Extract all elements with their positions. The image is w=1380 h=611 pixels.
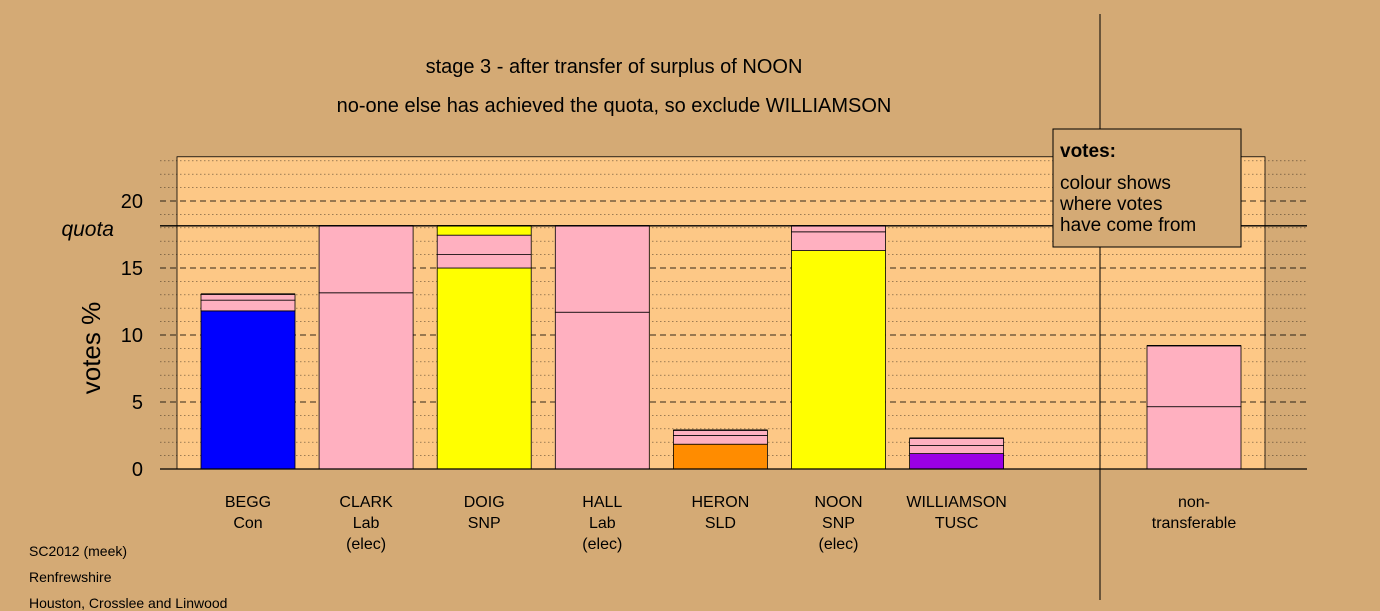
y-tick-label: 5 (132, 392, 143, 414)
chart-title: stage 3 - after transfer of surplus of N… (426, 56, 803, 78)
bar-williamson (909, 437, 1004, 470)
y-axis-label: votes % (76, 302, 106, 395)
x-tick-label: BEGG (225, 494, 271, 511)
bar-williamson-segment (909, 445, 1004, 454)
bar-heron (673, 429, 768, 470)
legend-line-1: colour shows (1060, 173, 1171, 194)
bar-noon-segment (791, 225, 886, 233)
bar-clark-segment (318, 292, 414, 470)
footer-line-3: Houston, Crosslee and Linwood (29, 595, 228, 611)
x-axis-labels: BEGG Con CLARK Lab (elec) DOIG SNP HALL Lab (elec… (225, 494, 1236, 553)
x-tick-label: HERON (692, 494, 750, 511)
bar-nontransferable-segment (1146, 345, 1242, 408)
bar-nontransferable (1146, 345, 1242, 470)
x-tick-label: TUSC (935, 515, 979, 532)
bar-begg-segment (200, 299, 296, 312)
footer-line-1: SC2012 (meek) (29, 543, 128, 559)
bar-noon (791, 225, 886, 470)
bar-hall-segment (554, 225, 650, 313)
legend-line-2: where votes (1059, 194, 1162, 215)
bar-clark-segment (318, 225, 414, 294)
legend-title: votes: (1060, 141, 1116, 162)
x-tick-label: WILLIAMSON (906, 494, 1006, 511)
legend-line-3: have come from (1060, 215, 1196, 236)
x-tick-label: SNP (468, 515, 501, 532)
x-tick-label: HALL (582, 494, 622, 511)
x-tick-label: transferable (1152, 515, 1237, 532)
x-tick-label: non- (1178, 494, 1210, 511)
x-tick-label: Lab (353, 515, 380, 532)
legend-box (1052, 128, 1242, 248)
x-tick-label: SNP (822, 515, 855, 532)
bars (200, 225, 1242, 470)
y-tick-label: 10 (121, 325, 143, 347)
y-tick-label: 15 (121, 258, 143, 280)
bar-begg-segment (200, 310, 296, 470)
x-tick-label: Lab (589, 515, 616, 532)
bar-doig-segment (436, 254, 532, 269)
chart-subtitle: no-one else has achieved the quota, so e… (337, 95, 892, 117)
y-tick-label: 20 (121, 191, 143, 213)
bar-noon-segment (791, 250, 886, 470)
bar-heron-segment (673, 435, 768, 445)
legend: votes: colour shows where votes have com… (1052, 128, 1242, 248)
axes: 0 5 10 15 20 (121, 14, 1307, 600)
x-tick-label: CLARK (339, 494, 393, 511)
x-tick-label: SLD (705, 515, 736, 532)
bar-begg-segment (200, 293, 296, 301)
bar-hall (554, 225, 650, 470)
quota-label: quota (61, 218, 114, 241)
bar-noon-segment (791, 231, 886, 251)
bar-williamson-segment (909, 437, 1004, 446)
bar-heron-segment (673, 443, 768, 470)
footer-line-2: Renfrewshire (29, 569, 112, 585)
bar-clark (318, 225, 414, 470)
bar-begg (200, 293, 296, 470)
bar-nontransferable-segment (1146, 406, 1242, 470)
x-tick-label: (elec) (346, 536, 386, 553)
bar-williamson-segment (909, 453, 1004, 470)
x-tick-label: NOON (815, 494, 863, 511)
bar-doig-segment (436, 225, 532, 236)
bar-doig-segment (436, 234, 532, 255)
x-tick-label: (elec) (582, 536, 622, 553)
bar-heron-segment (673, 429, 768, 436)
y-tick-label: 0 (132, 459, 143, 481)
x-tick-label: Con (233, 515, 262, 532)
x-tick-label: (elec) (818, 536, 858, 553)
x-tick-label: DOIG (464, 494, 505, 511)
bar-doig-segment (436, 267, 532, 470)
bar-hall-segment (554, 311, 650, 470)
bar-doig (436, 225, 532, 470)
